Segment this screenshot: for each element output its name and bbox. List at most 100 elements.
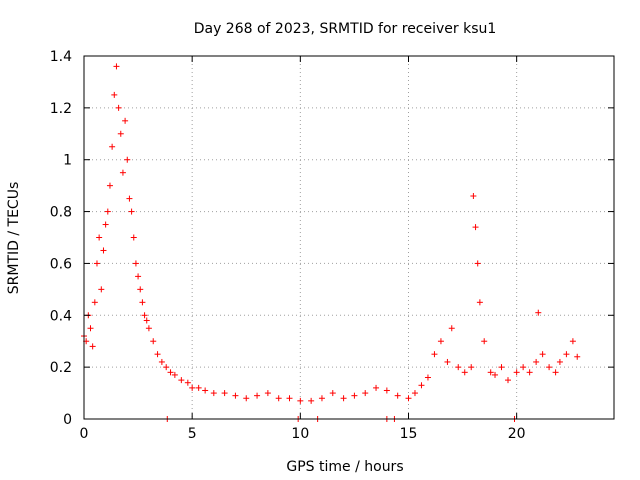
data-point [109, 143, 116, 150]
data-point [113, 63, 120, 70]
data-point [143, 317, 150, 324]
x-tick-label: 5 [188, 426, 197, 442]
data-point [98, 286, 105, 293]
data-point [91, 299, 98, 306]
y-tick-label: 0.6 [50, 256, 72, 272]
data-point [275, 395, 282, 402]
grid-lines [84, 56, 614, 419]
data-point [210, 390, 217, 397]
data-point [444, 358, 451, 365]
data-point [487, 369, 494, 376]
data-point [513, 369, 520, 376]
data-point [472, 224, 479, 231]
y-tick-label: 0.8 [50, 205, 72, 221]
y-tick-label: 1.4 [50, 49, 72, 65]
data-point [221, 390, 228, 397]
data-point [154, 351, 161, 358]
data-point [115, 104, 122, 111]
data-point [254, 392, 261, 399]
data-point [167, 369, 174, 376]
data-point [93, 260, 100, 267]
data-point [394, 392, 401, 399]
data-point [546, 364, 553, 371]
axis-ticks: 0 5 10 15 20 0 0.2 0.4 0.6 0.8 1 1.2 1.4 [50, 49, 614, 442]
data-point [189, 384, 196, 391]
data-point [505, 377, 511, 384]
x-tick-label: 20 [508, 426, 526, 442]
data-point [455, 364, 462, 371]
data-point [431, 351, 438, 358]
data-point [563, 351, 570, 358]
data-point [104, 208, 111, 215]
data-point [539, 351, 546, 358]
data-point [243, 395, 250, 402]
data-point [102, 221, 109, 228]
data-point [202, 387, 209, 394]
data-point [137, 286, 144, 293]
x-axis-label: GPS time / hours [286, 459, 403, 475]
data-point [340, 395, 347, 402]
data-point [163, 364, 170, 371]
data-point [308, 397, 315, 404]
data-point [556, 358, 563, 365]
data-point [329, 390, 336, 397]
data-point [128, 208, 135, 215]
data-point [150, 338, 157, 345]
data-point [145, 325, 152, 332]
data-point [405, 395, 412, 402]
data-point [119, 169, 126, 176]
y-tick-label: 0 [63, 412, 72, 428]
plot-frame [83, 55, 615, 420]
data-point [470, 193, 477, 200]
data-point [297, 397, 304, 404]
data-point [498, 364, 505, 371]
data-point [468, 364, 475, 371]
data-point [117, 130, 124, 137]
data-point [476, 299, 483, 306]
data-point [139, 299, 146, 306]
data-point [286, 395, 293, 402]
y-tick-label: 0.2 [50, 360, 72, 376]
x-tick-label: 15 [400, 426, 418, 442]
data-point [461, 369, 468, 376]
data-point [424, 374, 431, 381]
data-point [264, 390, 271, 397]
data-point [520, 364, 527, 371]
data-point [100, 247, 107, 254]
y-tick-label: 1 [63, 153, 72, 169]
data-point [362, 390, 369, 397]
x-tick-label: 10 [291, 426, 309, 442]
data-point [135, 273, 142, 280]
data-point [124, 156, 131, 163]
y-tick-label: 1.2 [50, 101, 72, 117]
data-point [418, 382, 425, 389]
data-point [195, 384, 202, 391]
data-point [141, 312, 148, 319]
data-point [111, 91, 118, 98]
data-point [373, 384, 380, 391]
data-point [535, 309, 542, 316]
y-tick-label: 0.4 [50, 308, 72, 324]
data-point [184, 379, 191, 386]
data-point [158, 358, 165, 365]
data-point [318, 395, 325, 402]
data-point [87, 325, 94, 332]
data-point [411, 390, 418, 397]
data-point [89, 343, 96, 350]
data-point [574, 353, 581, 360]
data-point [171, 371, 178, 378]
data-point [106, 182, 113, 189]
data-point [437, 338, 444, 345]
chart-title: Day 268 of 2023, SRMTID for receiver ksu… [194, 21, 497, 37]
data-point [351, 392, 358, 399]
data-point [533, 358, 540, 365]
x-tick-label: 0 [80, 426, 89, 442]
data-point [526, 369, 533, 376]
data-point [232, 392, 239, 399]
data-point [122, 117, 129, 124]
data-point [383, 387, 390, 394]
data-point [569, 338, 576, 345]
data-point [132, 260, 139, 267]
